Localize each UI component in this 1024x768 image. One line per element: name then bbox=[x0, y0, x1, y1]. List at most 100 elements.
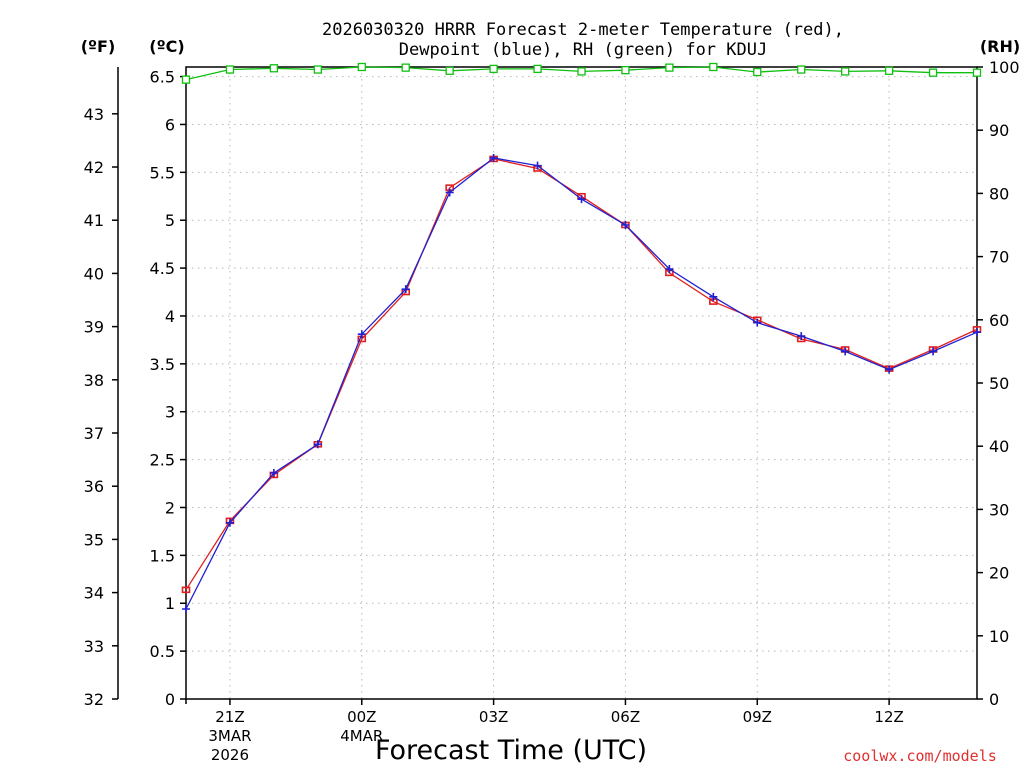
dewpoint-point bbox=[973, 328, 981, 337]
rh-point bbox=[181, 75, 191, 84]
celsius-tick-label: 0.5 bbox=[150, 642, 175, 661]
celsius-tick-label: 0 bbox=[165, 690, 175, 709]
rh-point bbox=[489, 64, 498, 74]
fahrenheit-tick-label: 39 bbox=[84, 318, 104, 337]
dewpoint-point bbox=[357, 330, 366, 339]
rh-point bbox=[357, 62, 366, 72]
credit-label: coolwx.com/models bbox=[843, 747, 997, 765]
rh-point bbox=[225, 65, 235, 74]
rh-point bbox=[577, 67, 586, 76]
temperature-line bbox=[185, 158, 978, 591]
x-tick-date-label: 3MAR bbox=[208, 727, 251, 745]
plot-frame bbox=[185, 66, 978, 700]
dewpoint-point bbox=[797, 332, 806, 341]
rh-tick-label: 90 bbox=[989, 121, 1009, 140]
dewpoint-point bbox=[401, 285, 410, 294]
dewpoint-point bbox=[182, 604, 190, 613]
dewpoint-point bbox=[665, 265, 674, 274]
rh-tick-label: 50 bbox=[989, 374, 1009, 393]
celsius-tick-label: 4 bbox=[165, 307, 175, 326]
x-tick-label: 09Z bbox=[743, 708, 772, 726]
dewpoint-line bbox=[185, 157, 978, 610]
rh-series bbox=[181, 62, 982, 84]
rh-point bbox=[445, 66, 454, 75]
axis-layer bbox=[112, 66, 983, 705]
fahrenheit-tick-label: 42 bbox=[84, 158, 104, 177]
celsius-tick-label: 1 bbox=[165, 594, 175, 613]
fahrenheit-tick-label: 35 bbox=[84, 530, 104, 549]
fahrenheit-tick-label: 32 bbox=[84, 690, 104, 709]
dewpoint-point bbox=[577, 195, 586, 204]
rh-point bbox=[621, 66, 630, 75]
rh-point bbox=[884, 66, 894, 75]
rh-tick-label: 20 bbox=[989, 564, 1009, 583]
dewpoint-point bbox=[533, 161, 542, 170]
rh-point bbox=[972, 68, 982, 77]
fahrenheit-tick-label: 43 bbox=[84, 105, 104, 124]
celsius-tick-label: 3 bbox=[165, 403, 175, 422]
x-axis-title: Forecast Time (UTC) bbox=[375, 735, 647, 766]
rh-tick-label: 10 bbox=[989, 627, 1009, 646]
dewpoint-point bbox=[709, 292, 718, 301]
rh-point bbox=[533, 64, 542, 74]
temperature-series bbox=[181, 155, 982, 594]
fahrenheit-tick-label: 41 bbox=[84, 211, 104, 230]
x-tick-year-label: 2026 bbox=[211, 746, 249, 764]
rh-point bbox=[928, 68, 938, 77]
rh-point bbox=[313, 65, 322, 74]
chart-title-line1: 2026030320 HRRR Forecast 2-meter Tempera… bbox=[322, 20, 844, 40]
fahrenheit-tick-label: 33 bbox=[84, 637, 104, 656]
fahrenheit-unit-label: (ºF) bbox=[81, 37, 116, 56]
celsius-tick-label: 4.5 bbox=[150, 259, 175, 278]
fahrenheit-tick-label: 38 bbox=[84, 371, 104, 390]
fahrenheit-tick-label: 37 bbox=[84, 424, 104, 443]
celsius-tick-label: 2 bbox=[165, 498, 175, 517]
rh-tick-label: 70 bbox=[989, 248, 1009, 267]
x-tick-date-label: 4MAR bbox=[340, 727, 383, 745]
dewpoint-point bbox=[313, 440, 322, 449]
x-tick-label: 12Z bbox=[874, 708, 903, 726]
dewpoint-point bbox=[929, 347, 938, 356]
x-tick-label: 21Z bbox=[215, 708, 244, 726]
rh-point bbox=[841, 67, 850, 76]
rh-point bbox=[401, 63, 410, 72]
rh-tick-label: 80 bbox=[989, 184, 1009, 203]
fahrenheit-tick-label: 34 bbox=[84, 584, 104, 603]
rh-point bbox=[709, 62, 718, 72]
tick-label-layer: 0 0.5 1 1.5 2 2.5 3 3.5 4 4.5 5 5.5 6 6.5 32 33 34 35 36 37… bbox=[84, 58, 1020, 764]
x-tick-label: 03Z bbox=[479, 708, 508, 726]
rh-point bbox=[665, 63, 674, 72]
dewpoint-point bbox=[489, 153, 498, 162]
rh-tick-label: 100 bbox=[989, 58, 1020, 77]
chart-title-line2: Dewpoint (blue), RH (green) for KDUJ bbox=[399, 40, 767, 60]
rh-tick-label: 30 bbox=[989, 500, 1009, 519]
rh-tick-label: 60 bbox=[989, 311, 1009, 330]
series-layer bbox=[181, 62, 982, 613]
rh-point bbox=[797, 65, 806, 74]
rh-tick-label: 40 bbox=[989, 437, 1009, 456]
celsius-tick-label: 6 bbox=[165, 115, 175, 134]
rh-unit-label: (RH) bbox=[980, 37, 1020, 56]
celsius-tick-label: 3.5 bbox=[150, 355, 175, 374]
dewpoint-point bbox=[885, 365, 894, 374]
fahrenheit-tick-label: 36 bbox=[84, 477, 104, 496]
celsius-tick-label: 5.5 bbox=[150, 163, 175, 182]
celsius-tick-label: 2.5 bbox=[150, 451, 175, 470]
x-tick-label: 06Z bbox=[611, 708, 640, 726]
celsius-tick-label: 6.5 bbox=[150, 68, 175, 87]
x-tick-label: 00Z bbox=[347, 708, 376, 726]
rh-point bbox=[269, 64, 279, 73]
dewpoint-point bbox=[621, 221, 630, 229]
celsius-unit-label: (ºC) bbox=[149, 37, 184, 56]
rh-point bbox=[753, 67, 762, 77]
celsius-tick-label: 1.5 bbox=[150, 546, 175, 565]
dewpoint-point bbox=[841, 347, 850, 356]
grid-layer bbox=[186, 67, 977, 700]
dewpoint-point bbox=[753, 318, 762, 327]
dewpoint-point bbox=[269, 469, 278, 478]
fahrenheit-tick-label: 40 bbox=[84, 264, 104, 283]
dewpoint-point bbox=[225, 518, 234, 527]
dewpoint-series bbox=[182, 153, 981, 613]
dewpoint-point bbox=[445, 188, 454, 197]
